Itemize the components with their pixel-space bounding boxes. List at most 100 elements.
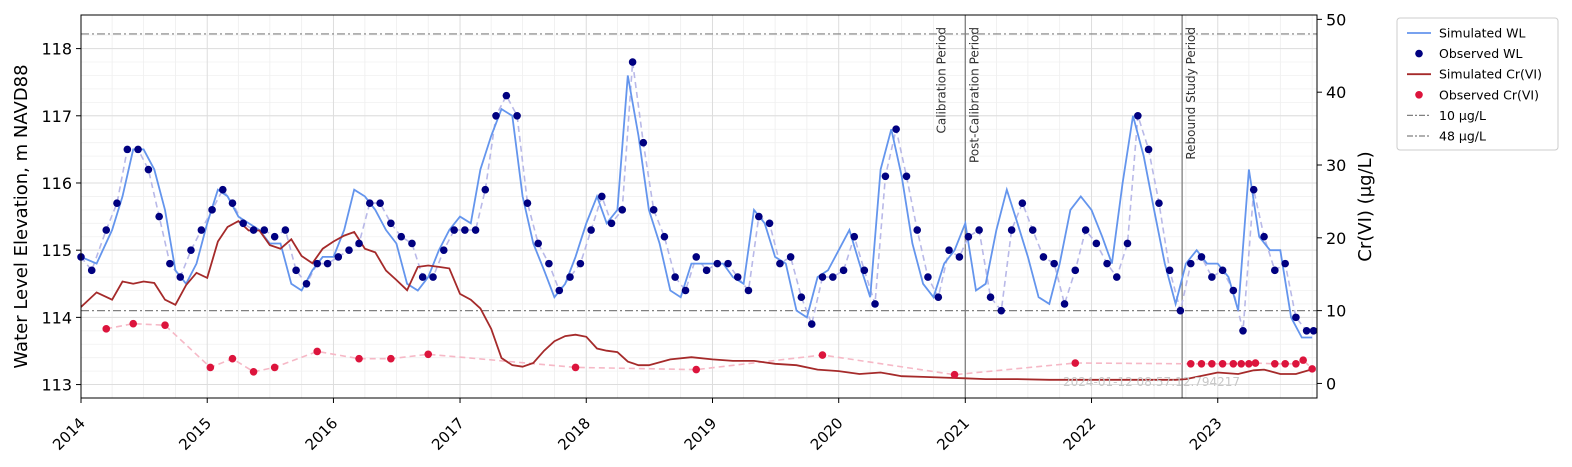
observed-wl-point — [829, 273, 837, 281]
observed-wl-point — [450, 226, 458, 234]
observed-cr-point — [1308, 365, 1316, 373]
observed-wl-point — [218, 185, 227, 194]
y-right-tick-label: 10 — [1326, 302, 1346, 321]
y-right-tick-label: 50 — [1326, 10, 1346, 29]
observed-wl-point — [945, 246, 953, 254]
observed-wl-point — [187, 246, 195, 254]
observed-wl-point — [934, 293, 943, 302]
observed-wl-point — [913, 226, 922, 234]
observed-cr-point — [1237, 359, 1246, 368]
observed-wl-point — [123, 145, 132, 154]
observed-wl-point — [1028, 226, 1037, 234]
y-axis-right: 0 10 20 30 40 50 — [1317, 10, 1346, 393]
observed-wl-point — [1134, 111, 1142, 120]
observed-wl-point — [1186, 259, 1195, 268]
observed-wl-point — [545, 259, 553, 268]
x-axis: 2014 2015 2016 2017 2018 2019 2020 2021 2022 2023 — [49, 398, 1226, 454]
observed-wl-point — [671, 273, 679, 281]
observed-wl-point — [418, 273, 427, 281]
observed-wl-point — [1165, 266, 1174, 275]
observed-wl-point — [1197, 253, 1206, 261]
period-label: Post-Calibration Period — [967, 27, 981, 163]
observed-wl-point — [397, 232, 406, 241]
observed-wl-point — [702, 266, 711, 275]
observed-wl-point — [924, 273, 932, 281]
x-tick-label: 2020 — [807, 414, 847, 454]
observed-wl-point — [598, 192, 606, 201]
x-tick-label: 2015 — [175, 414, 215, 454]
observed-wl-point — [1123, 239, 1132, 248]
observed-cr-point — [1292, 359, 1300, 368]
observed-wl-point — [387, 219, 395, 228]
observed-wl-point — [755, 212, 763, 221]
observed-wl-point — [807, 320, 816, 328]
observed-wl-point — [1218, 266, 1227, 275]
observed-wl-point — [345, 246, 353, 254]
observed-wl-point — [724, 259, 732, 268]
observed-cr-point — [1186, 359, 1195, 368]
x-tick-label: 2022 — [1060, 414, 1100, 454]
observed-cr-point — [355, 354, 363, 363]
observed-wl-point — [797, 293, 806, 302]
observed-wl-point — [955, 253, 964, 261]
legend-swatch-dot — [1415, 49, 1423, 58]
observed-wl-point — [881, 172, 890, 181]
y-right-tick-label: 0 — [1326, 374, 1336, 393]
x-tick-label: 2014 — [49, 414, 89, 454]
observed-wl-point — [1112, 273, 1121, 281]
observed-wl-point — [144, 165, 153, 174]
observed-wl-point — [639, 138, 648, 147]
observed-wl-point — [1071, 266, 1080, 275]
observed-wl-point — [313, 259, 322, 268]
observed-wl-point — [1271, 266, 1279, 275]
observed-cr-point — [1071, 359, 1080, 367]
legend-label: Simulated Cr(VI) — [1439, 67, 1542, 82]
x-tick-label: 2021 — [933, 414, 973, 454]
observed-wl-point — [513, 111, 521, 120]
observed-wl-point — [1039, 253, 1048, 261]
observed-cr-point — [387, 354, 395, 363]
observed-wl-point — [892, 125, 900, 134]
observed-wl-point — [87, 266, 96, 275]
observed-wl-point — [1081, 226, 1090, 234]
observed-wl-point — [1092, 239, 1101, 248]
series-layer — [77, 58, 1318, 381]
observed-wl-point — [208, 206, 216, 214]
observed-cr-point — [1271, 359, 1279, 368]
observed-wl-point — [1050, 259, 1058, 268]
observed-wl-point — [260, 226, 269, 234]
observed-cr-point — [1299, 356, 1307, 364]
x-tick-label: 2017 — [428, 414, 468, 454]
legend-label: Observed WL — [1439, 46, 1522, 61]
simulated-wl-line — [80, 75, 1313, 339]
y-right-tick-label: 40 — [1326, 83, 1346, 102]
observed-wl-point — [461, 226, 469, 234]
observed-wl-point — [733, 273, 742, 281]
observed-wl-point — [523, 199, 532, 207]
observed-wl-point — [323, 259, 332, 268]
observed-wl-point — [1007, 226, 1016, 234]
observed-cr-point — [1281, 359, 1289, 368]
x-tick-label: 2016 — [302, 414, 342, 454]
observed-wl-point — [839, 266, 848, 275]
observed-wl-point — [1060, 300, 1069, 308]
observed-wl-point — [1155, 199, 1163, 207]
y-left-tick-label: 118 — [41, 40, 72, 59]
observed-wl-point — [986, 293, 995, 302]
x-tick-label: 2018 — [554, 414, 594, 454]
observed-wl-point — [1292, 313, 1300, 322]
observed-cr-connector — [106, 322, 1313, 376]
observed-wl-point — [249, 226, 258, 234]
observed-wl-point — [1309, 327, 1318, 335]
y-right-tick-label: 30 — [1326, 156, 1346, 175]
observed-wl-point — [744, 286, 753, 295]
observed-cr-point — [270, 363, 279, 372]
observed-wl-point — [871, 300, 879, 308]
observed-wl-point — [902, 172, 911, 181]
observed-wl-point — [607, 219, 616, 228]
observed-wl-point — [408, 239, 416, 248]
observed-wl-point — [502, 91, 511, 100]
plot-area-frame — [80, 14, 1318, 399]
observed-wl-point — [964, 232, 973, 241]
